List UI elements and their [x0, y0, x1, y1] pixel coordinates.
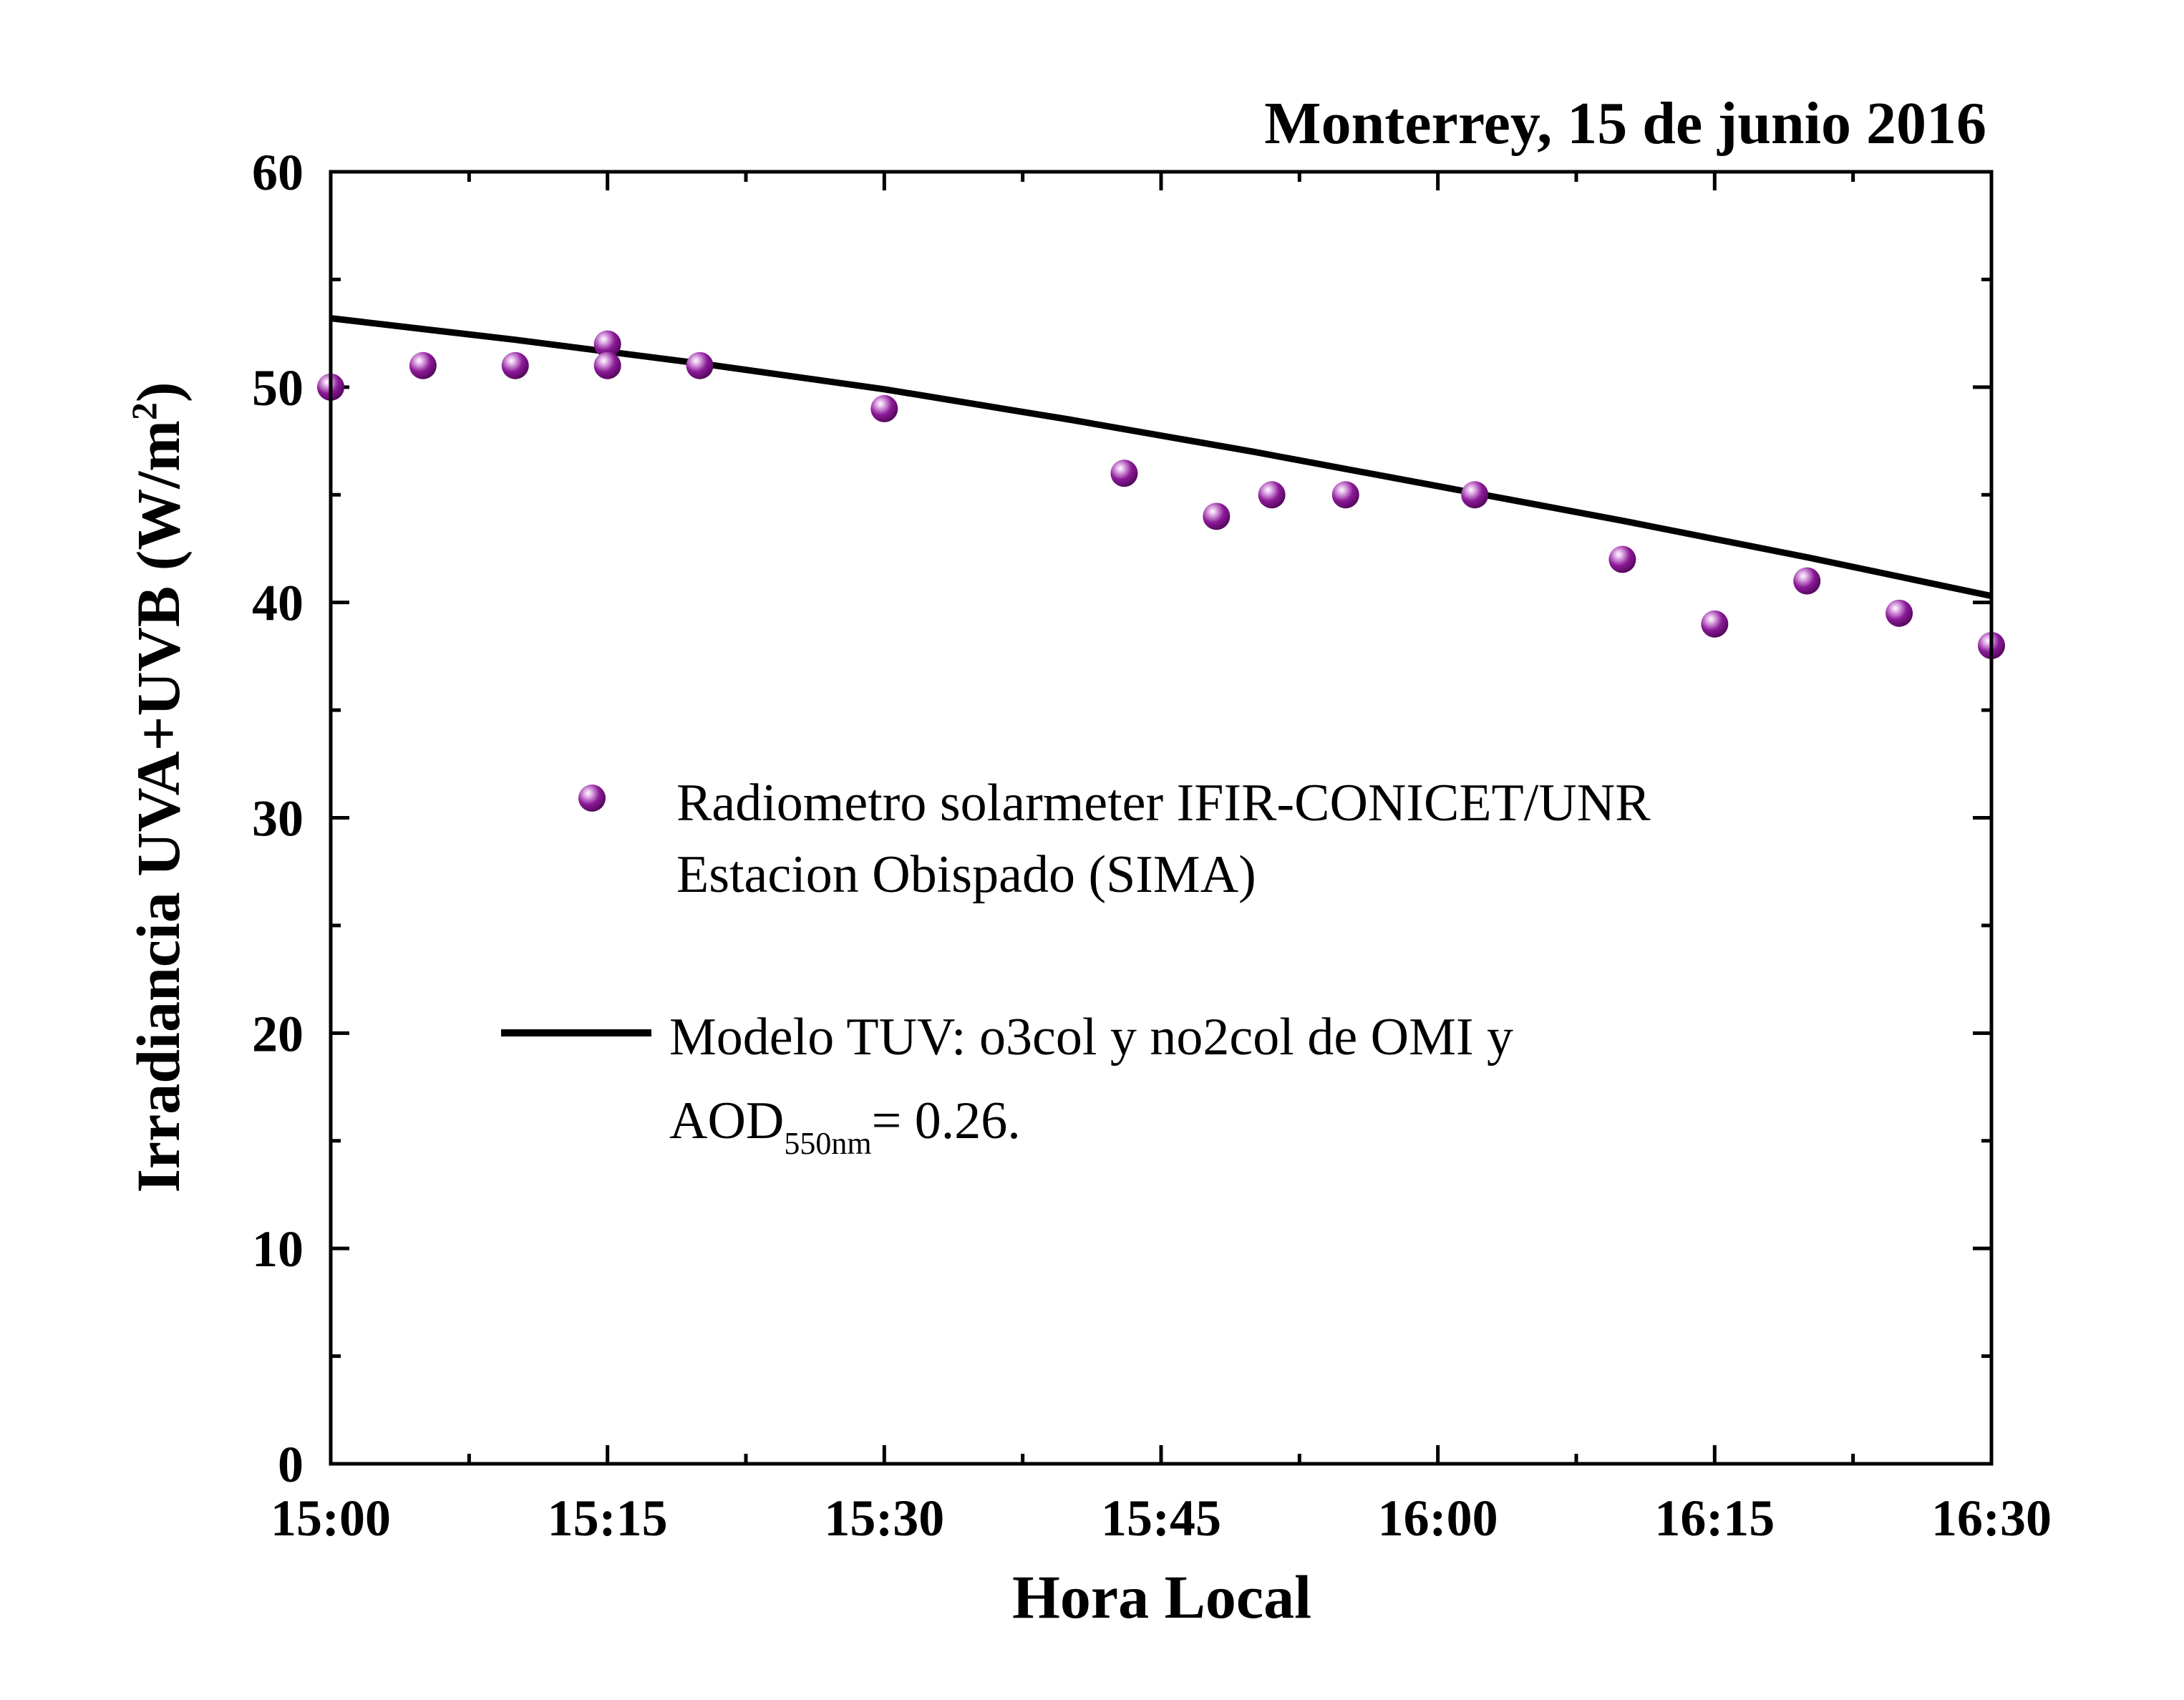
- data-point: [1110, 460, 1138, 487]
- data-point: [1701, 610, 1729, 638]
- data-point: [870, 394, 898, 422]
- legend-label-model-line1: Modelo TUV: o3col y no2col de OMI y: [669, 1008, 1513, 1067]
- legend-aod-subscript: 550nm: [784, 1126, 871, 1161]
- x-tick-label: 16:15: [1654, 1490, 1775, 1547]
- plot-frame: [329, 170, 1994, 1466]
- y-tick-label: 30: [252, 790, 304, 847]
- legend-label-model-line2: AOD550nm= 0.26.: [669, 1092, 1021, 1161]
- y-tick-label: 50: [252, 359, 304, 417]
- data-point: [686, 351, 714, 379]
- chart-title: Monterrey, 15 de junio 2016: [1264, 90, 1986, 157]
- data-point: [1258, 481, 1286, 509]
- x-tick-label: 15:15: [548, 1490, 668, 1547]
- y-tick-label: 20: [252, 1005, 304, 1062]
- x-tick-label: 15:45: [1101, 1490, 1221, 1547]
- data-point: [501, 351, 529, 379]
- x-tick-label: 16:30: [1931, 1490, 2052, 1547]
- y-axis-label-sup: 2: [124, 402, 164, 420]
- x-tick-label: 15:30: [824, 1490, 944, 1547]
- data-point: [1331, 481, 1359, 509]
- x-tick-label: 16:00: [1378, 1490, 1498, 1547]
- legend: Radiometro solarmeter IFIR-CONICET/UNR E…: [501, 774, 1651, 1161]
- data-point: [1461, 481, 1489, 509]
- y-tick-label: 0: [278, 1436, 304, 1493]
- data-point: [593, 330, 621, 358]
- y-tick-label: 10: [252, 1220, 304, 1278]
- data-point: [1793, 567, 1821, 595]
- axis-tick-labels: 15:00 15:15 15:30 15:45 16:00 16:15 16:30 0 10 20…: [252, 144, 2052, 1547]
- y-tick-label: 60: [252, 144, 304, 201]
- data-point: [409, 351, 437, 379]
- x-tick-label: 15:00: [271, 1490, 391, 1547]
- legend-aod-value: = 0.26.: [872, 1092, 1021, 1150]
- x-axis-label: Hora Local: [1012, 1563, 1311, 1631]
- data-point: [593, 351, 621, 379]
- y-axis-label-main: Irradiancia UVA+UVB (W/m: [124, 420, 193, 1193]
- series-points-radiometer: [317, 330, 2005, 659]
- legend-aod-label: AOD: [669, 1092, 784, 1150]
- y-axis-label: Irradiancia UVA+UVB (W/m2): [124, 382, 193, 1193]
- y-axis-label-close: ): [124, 382, 193, 402]
- data-point: [1885, 599, 1913, 627]
- legend-label-radiometer-line2: Estacion Obispado (SIMA): [676, 845, 1256, 904]
- data-point: [1203, 502, 1231, 530]
- legend-label-radiometer-line1: Radiometro solarmeter IFIR-CONICET/UNR: [676, 774, 1651, 832]
- data-point: [1608, 545, 1636, 573]
- legend-marker-radiometer: [578, 785, 606, 812]
- y-tick-label: 40: [252, 575, 304, 632]
